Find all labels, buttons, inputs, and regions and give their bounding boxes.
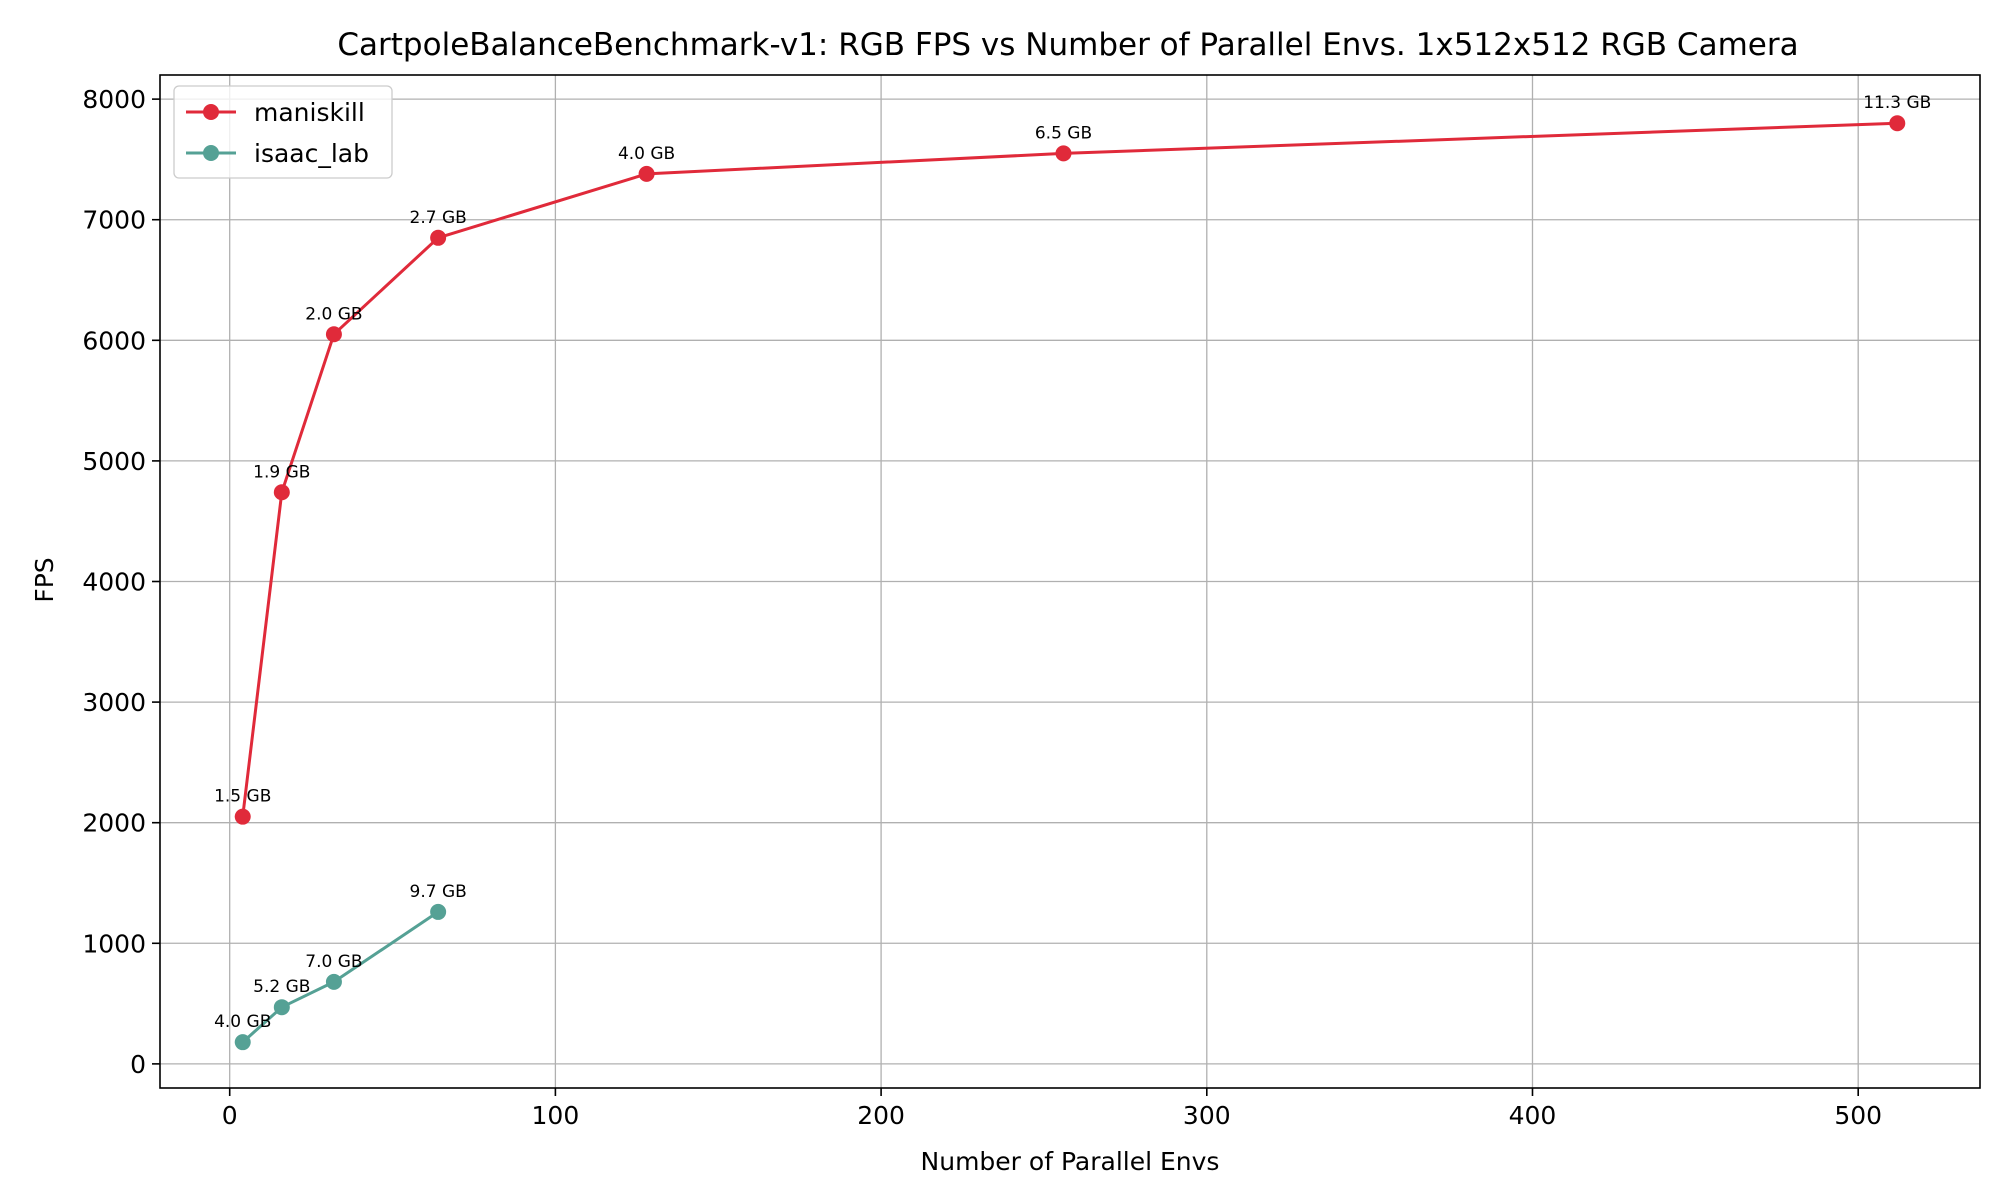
data-point	[1889, 115, 1906, 132]
data-point	[1055, 145, 1072, 162]
legend-marker	[203, 145, 219, 161]
legend-marker	[203, 104, 219, 120]
memory-data-label: 1.5 GB	[214, 787, 271, 807]
memory-data-label: 4.0 GB	[214, 1012, 271, 1032]
memory-data-label: 2.0 GB	[305, 304, 362, 324]
y-tick-label: 8000	[82, 85, 146, 114]
data-point	[273, 999, 290, 1016]
y-tick-label: 1000	[82, 929, 146, 958]
series-isaac-lab: 4.0 GB 5.2 GB 7.0 GB 9.7 GB	[214, 882, 467, 1051]
y-tick-label: 5000	[82, 447, 146, 476]
data-point	[430, 229, 447, 246]
y-tick-label: 2000	[82, 809, 146, 838]
data-point	[273, 484, 290, 501]
y-tick-label: 0	[130, 1050, 146, 1079]
memory-data-label: 11.3 GB	[1863, 93, 1931, 113]
series-layer: 1.5 GB 1.9 GB 2.0 GB 2.7 GB 4.0 GB 6.5 GB 11.3…	[214, 93, 1931, 1051]
x-tick-label: 100	[532, 1101, 580, 1130]
x-tick-label: 500	[1834, 1101, 1882, 1130]
grid	[160, 75, 1980, 1088]
y-tick-label: 4000	[82, 568, 146, 597]
data-point	[234, 1034, 251, 1051]
x-tick-label: 300	[1183, 1101, 1231, 1130]
series-line	[241, 910, 439, 1044]
x-axis-title: Number of Parallel Envs	[921, 1147, 1220, 1176]
data-point	[234, 808, 251, 825]
data-point	[638, 165, 655, 182]
legend-box	[173, 85, 393, 179]
axis-ticks: 0 100 200 300 400 500010002000300040005000600…	[82, 85, 1882, 1130]
memory-data-label: 2.7 GB	[410, 208, 467, 228]
y-tick-label: 6000	[82, 326, 146, 355]
x-tick-label: 200	[857, 1101, 905, 1130]
data-point	[430, 903, 447, 920]
x-tick-label: 0	[222, 1101, 238, 1130]
legend-label: isaac_lab	[254, 139, 369, 168]
memory-data-label: 4.0 GB	[618, 144, 675, 164]
y-tick-label: 7000	[82, 206, 146, 235]
memory-data-label: 5.2 GB	[253, 977, 310, 997]
y-tick-label: 3000	[82, 688, 146, 717]
legend: maniskill isaac_lab	[173, 85, 393, 179]
memory-data-label: 7.0 GB	[305, 952, 362, 972]
memory-data-label: 1.9 GB	[253, 462, 310, 482]
chart-title: CartpoleBalanceBenchmark-v1: RGB FPS vs …	[337, 27, 1798, 63]
data-point	[325, 973, 342, 990]
y-axis-title: FPS	[30, 557, 59, 602]
memory-data-label: 9.7 GB	[410, 882, 467, 902]
legend-label: maniskill	[254, 98, 365, 127]
x-tick-label: 400	[1509, 1101, 1557, 1130]
memory-data-label: 6.5 GB	[1035, 123, 1092, 143]
data-point	[325, 326, 342, 343]
series-maniskill: 1.5 GB 1.9 GB 2.0 GB 2.7 GB 4.0 GB 6.5 GB 11.3…	[214, 93, 1931, 825]
